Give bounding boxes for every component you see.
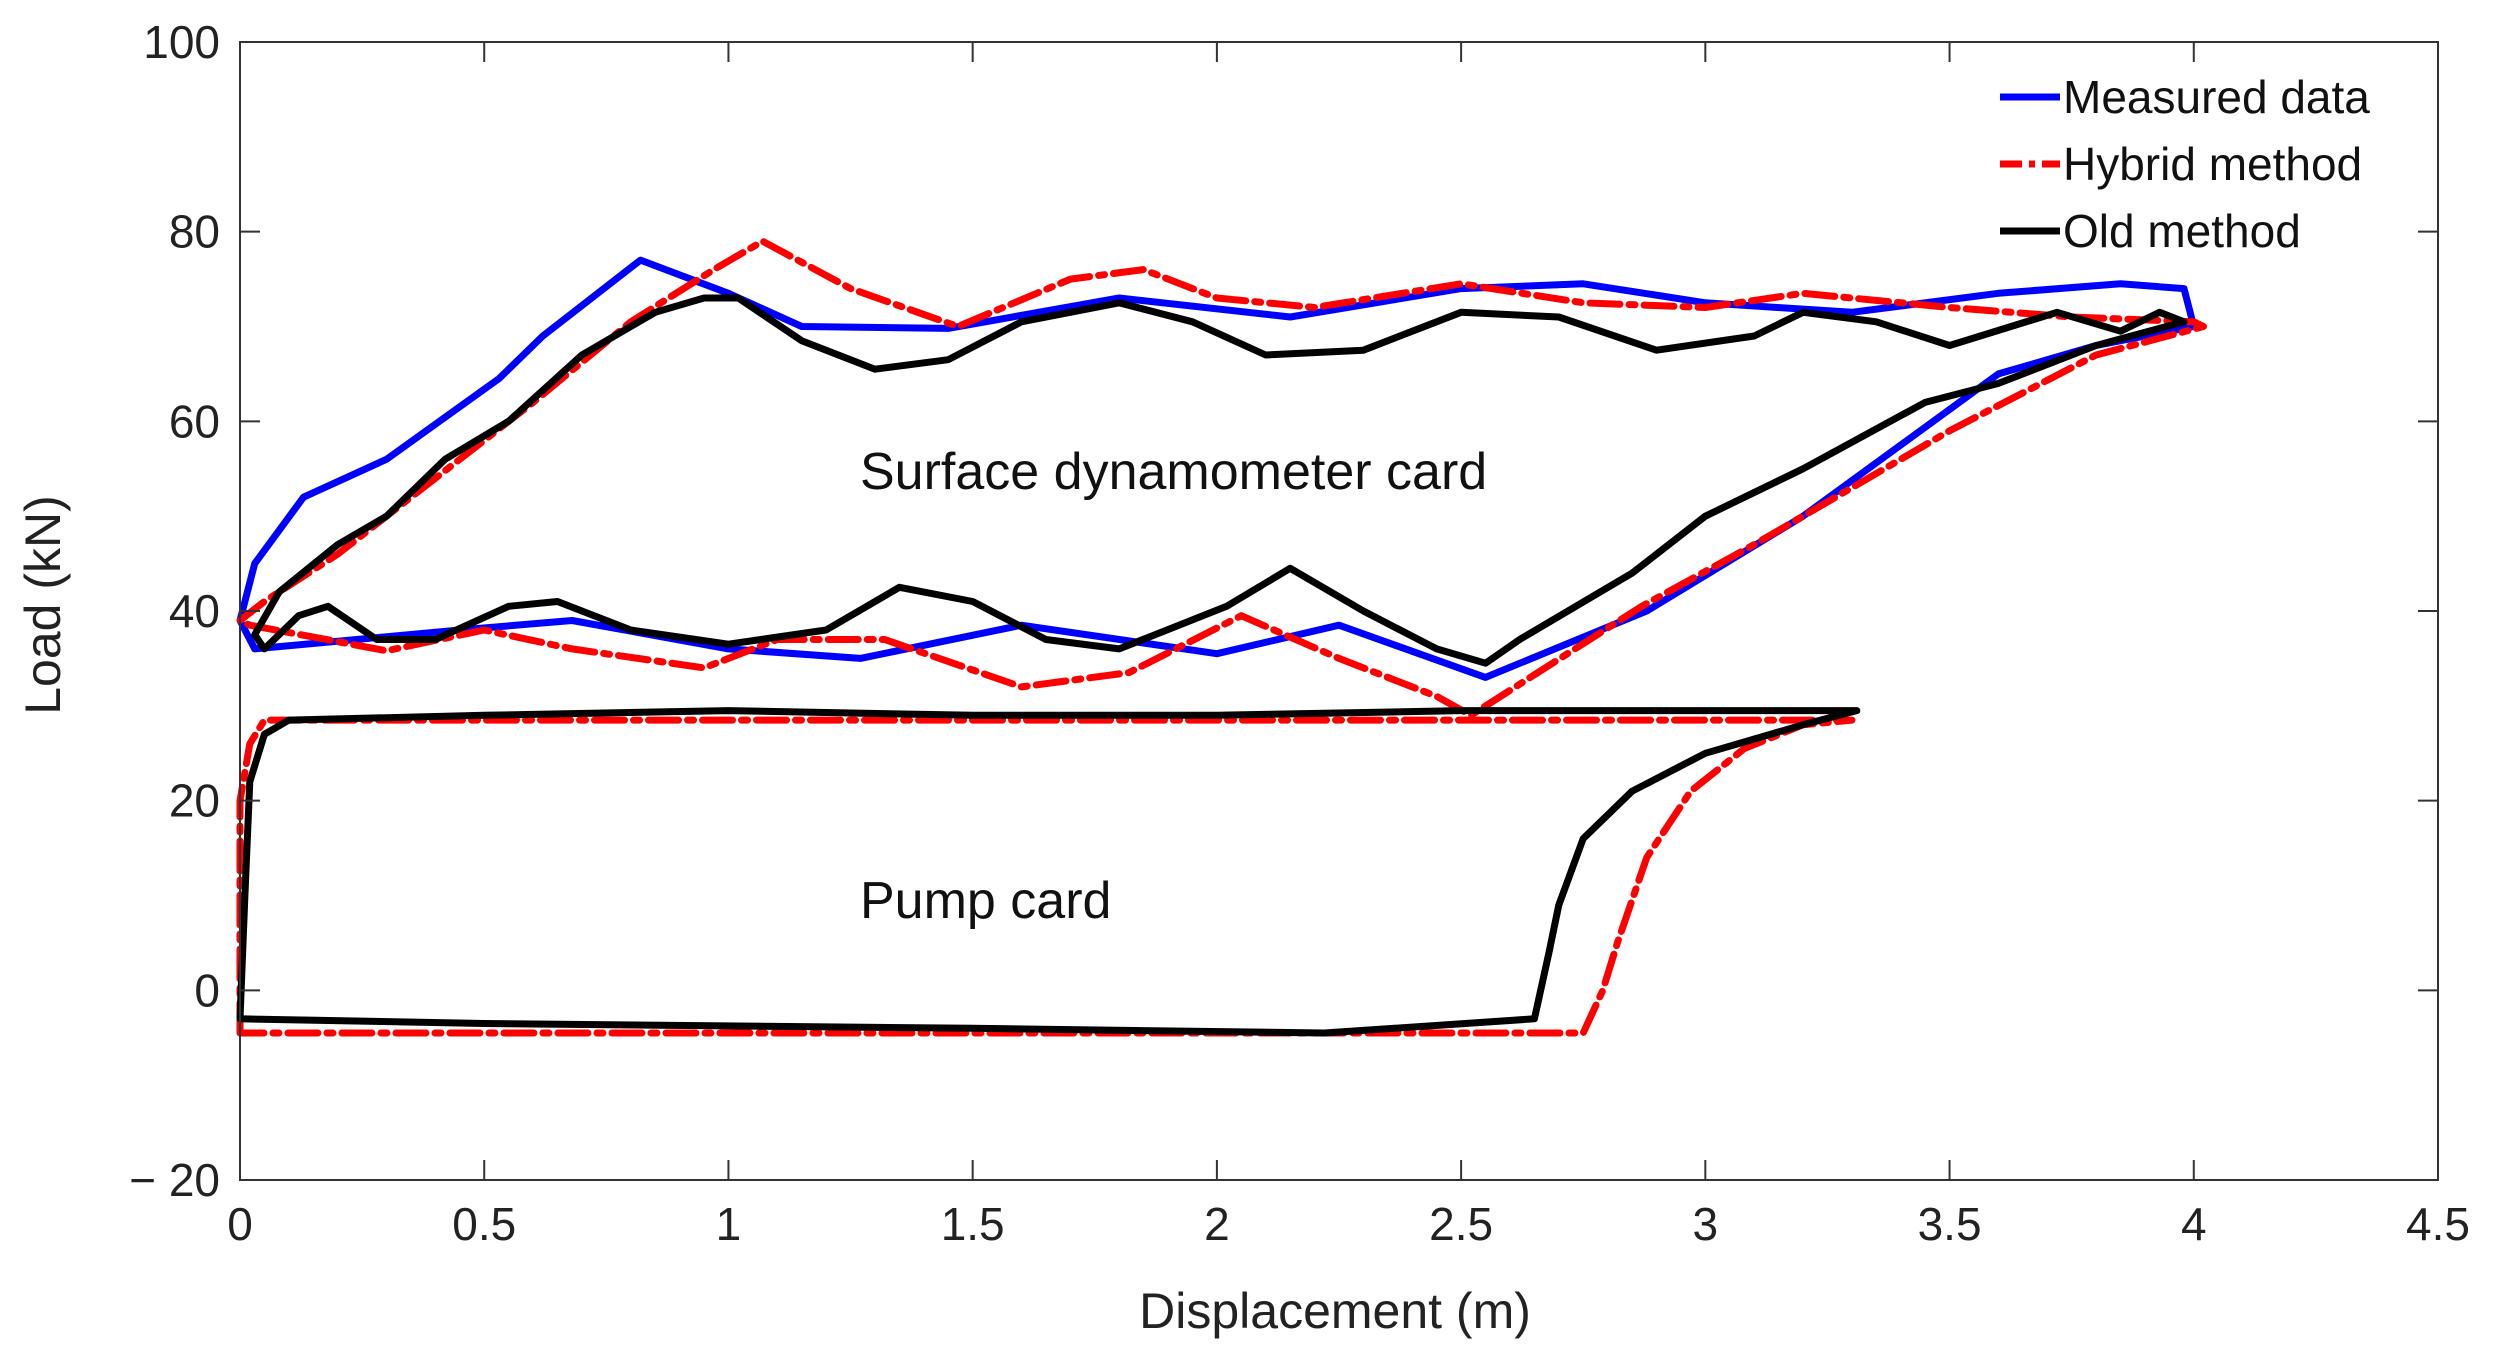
x-tick-label: 2.5 xyxy=(1429,1198,1493,1250)
x-tick-label: 3 xyxy=(1693,1198,1719,1250)
series-line-hybrid-method xyxy=(236,237,2207,719)
x-tick-label: 2 xyxy=(1204,1198,1230,1250)
y-tick-label: − 20 xyxy=(129,1154,220,1206)
x-tick-label: 1.5 xyxy=(941,1198,1005,1250)
x-tick-label: 1 xyxy=(716,1198,742,1250)
annotation-pump-card: Pump card xyxy=(860,872,1111,930)
legend-label-hybrid-method: Hybrid method xyxy=(2063,138,2362,190)
y-axis-title: Load (kN) xyxy=(15,495,71,715)
x-axis-title: Displacement (m) xyxy=(1139,1283,1531,1339)
series-line-old-method xyxy=(251,294,2188,667)
y-tick-label: 60 xyxy=(169,395,220,447)
x-tick-label: 0.5 xyxy=(452,1198,516,1250)
legend: Measured data Hybrid method Old method xyxy=(2000,71,2370,257)
series-line-measured-data xyxy=(236,256,2198,681)
y-tick-label: 0 xyxy=(194,964,220,1016)
annotation-surface-card: Surface dynamometer card xyxy=(860,443,1487,501)
legend-label-old-method: Old method xyxy=(2063,205,2301,257)
series-layer xyxy=(236,237,2207,1037)
x-tick-label: 4 xyxy=(2181,1198,2207,1250)
series-line-old-method-pump-card xyxy=(236,707,1861,1037)
x-tick-label: 3.5 xyxy=(1918,1198,1982,1250)
y-tick-label: 100 xyxy=(143,16,220,68)
x-tick-label: 4.5 xyxy=(2406,1198,2470,1250)
legend-label-measured-data: Measured data xyxy=(2063,71,2370,123)
y-tick-label: 40 xyxy=(169,585,220,637)
y-tick-label: 80 xyxy=(169,206,220,258)
y-tick-label: 20 xyxy=(169,775,220,827)
x-tick-label: 0 xyxy=(227,1198,253,1250)
